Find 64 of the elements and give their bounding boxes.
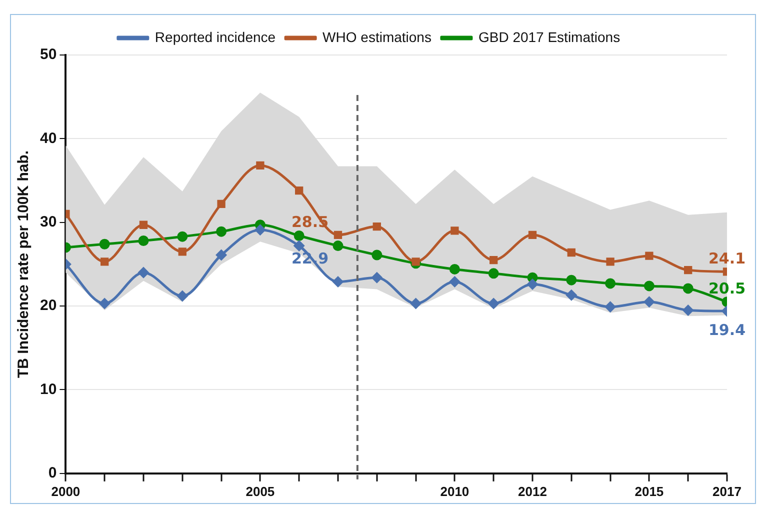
legend-label: GBD 2017 Estimations [478, 28, 620, 45]
point [412, 258, 420, 266]
point [100, 258, 109, 266]
y-axis-title: TB Incidence rate per 100K hab. [15, 150, 32, 378]
point [450, 226, 459, 235]
point [682, 304, 694, 316]
point [372, 272, 382, 283]
point [644, 280, 654, 292]
point [138, 267, 149, 278]
point [177, 231, 188, 242]
x-tick-label: 2005 [246, 484, 275, 499]
point [567, 248, 576, 257]
point [256, 161, 264, 170]
x-tick-label: 2000 [51, 484, 80, 499]
point [566, 290, 577, 300]
point [606, 258, 614, 266]
data-label: 20.5 [708, 280, 746, 298]
point [294, 230, 304, 241]
point [294, 240, 304, 252]
point [254, 224, 266, 236]
data-label: 19.4 [708, 320, 746, 339]
point [644, 296, 654, 308]
point [566, 274, 577, 286]
point [488, 268, 499, 279]
x-tick-label: 2012 [518, 484, 547, 499]
y-tick-label: 0 [48, 464, 57, 482]
data-label: 24.1 [708, 250, 746, 268]
point [139, 220, 148, 229]
y-tick-label: 20 [40, 297, 57, 314]
point [177, 290, 188, 302]
y-tick-label: 50 [40, 46, 57, 64]
point [216, 226, 227, 237]
y-tick-label: 40 [40, 130, 57, 147]
point [449, 264, 460, 274]
point [216, 250, 227, 260]
legend-label: Reported incidence [154, 28, 276, 45]
point [332, 240, 344, 252]
point [528, 230, 537, 239]
point [527, 279, 538, 290]
y-tick-label: 10 [40, 380, 57, 398]
x-tick-label: 2015 [634, 484, 664, 499]
y-tick-label: 30 [40, 214, 57, 230]
point [605, 278, 616, 289]
point [178, 248, 186, 256]
x-tick-label: 2017 [712, 484, 742, 499]
point [99, 238, 110, 250]
point [372, 250, 382, 260]
point [334, 230, 342, 239]
point [217, 200, 226, 208]
x-tick-label: 2010 [440, 484, 470, 499]
point [138, 236, 149, 246]
point [682, 283, 694, 294]
point [99, 298, 110, 309]
point [332, 276, 344, 288]
point [449, 276, 460, 288]
point [410, 298, 422, 309]
point [605, 302, 616, 312]
point [295, 186, 304, 195]
point [490, 256, 498, 264]
point [488, 298, 499, 309]
point [372, 222, 381, 231]
legend-label: WHO estimations [322, 28, 432, 45]
point [684, 266, 692, 274]
point [645, 252, 654, 260]
